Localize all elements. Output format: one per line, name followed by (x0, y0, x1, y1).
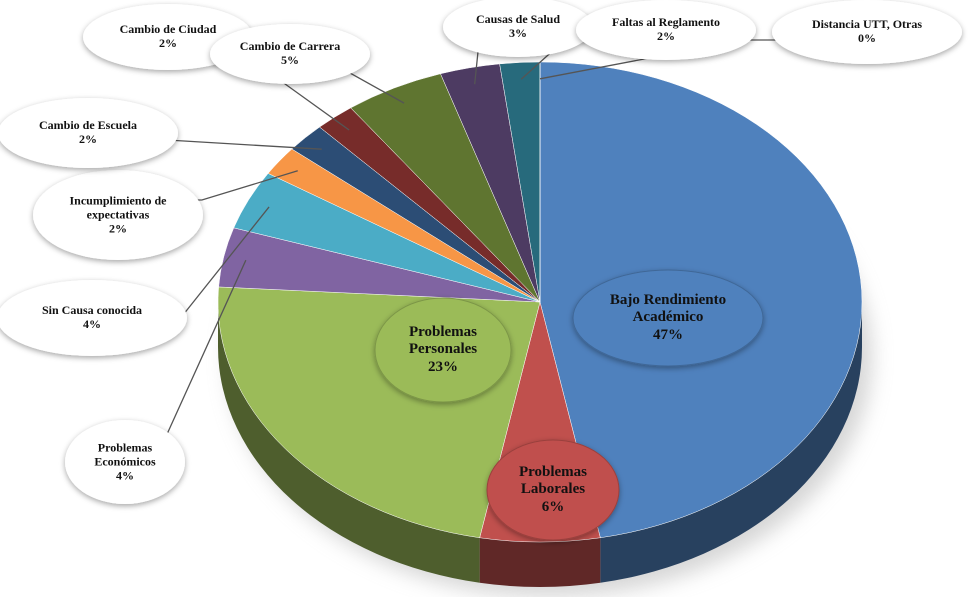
label-bubble (772, 0, 962, 64)
label-value: 2% (159, 36, 177, 50)
label-name: Cambio de Escuela (38, 118, 137, 133)
label-value: 3% (509, 26, 527, 40)
data-label: Cambio de Carrera 5% (220, 39, 360, 68)
label-value: 0% (858, 31, 876, 45)
label-value: 4% (116, 467, 134, 482)
label-name: Sin Causa conocida (41, 303, 143, 318)
label-bubble (374, 297, 512, 403)
label-name: Cambio de Carrera (239, 39, 341, 54)
label-bubble (65, 420, 185, 504)
label-name: Causas de Salud (475, 12, 561, 27)
label-value: 5% (281, 53, 299, 67)
label-bubble (0, 98, 178, 168)
label-bubble (33, 170, 203, 260)
label-name: Problemas Personales (408, 324, 478, 358)
data-label: Faltas al Reglamento 2% (591, 15, 741, 44)
label-value: 2% (79, 132, 97, 146)
label-name: Distancia UTT, Otras (811, 17, 923, 32)
label-name: Problemas Económicos (94, 440, 156, 469)
slice-side (600, 302, 862, 583)
label-value: 6% (541, 498, 565, 515)
label-bubble (210, 24, 370, 84)
data-label: Cambio de Ciudad 2% (98, 22, 238, 51)
label-bubble (0, 280, 187, 356)
data-label: Causas de Salud 3% (458, 12, 578, 41)
label-bubble (572, 269, 764, 367)
data-label: Sin Causa conocida 4% (7, 303, 177, 332)
label-value: 2% (109, 220, 127, 235)
data-label: Problemas Económicos 4% (75, 441, 175, 482)
label-name: Problemas Laborales (518, 464, 588, 498)
label-value: 4% (83, 317, 101, 331)
label-value: 23% (428, 358, 458, 375)
label-bubble (443, 0, 593, 57)
label-name: Incumplimiento de expectativas (69, 193, 167, 222)
data-label: Bajo Rendimiento Académico 47% (593, 292, 743, 344)
data-label: Problemas Personales 23% (383, 324, 503, 376)
data-label: Cambio de Escuela 2% (3, 118, 173, 147)
label-bubble (576, 0, 756, 60)
label-bubble (486, 439, 620, 541)
bubbles (0, 0, 962, 541)
label-name: Cambio de Ciudad (119, 22, 217, 37)
label-value: 2% (657, 29, 675, 43)
data-label: Problemas Laborales 6% (503, 464, 603, 516)
slice-side (218, 302, 480, 583)
data-label: Distancia UTT, Otras 0% (787, 17, 947, 46)
slice-side (479, 537, 601, 588)
label-value: 47% (653, 326, 683, 343)
label-name: Bajo Rendimiento Académico (609, 292, 727, 326)
label-name: Faltas al Reglamento (612, 15, 720, 30)
pie-sides (218, 302, 862, 588)
data-label: Incumplimiento de expectativas 2% (48, 194, 188, 235)
